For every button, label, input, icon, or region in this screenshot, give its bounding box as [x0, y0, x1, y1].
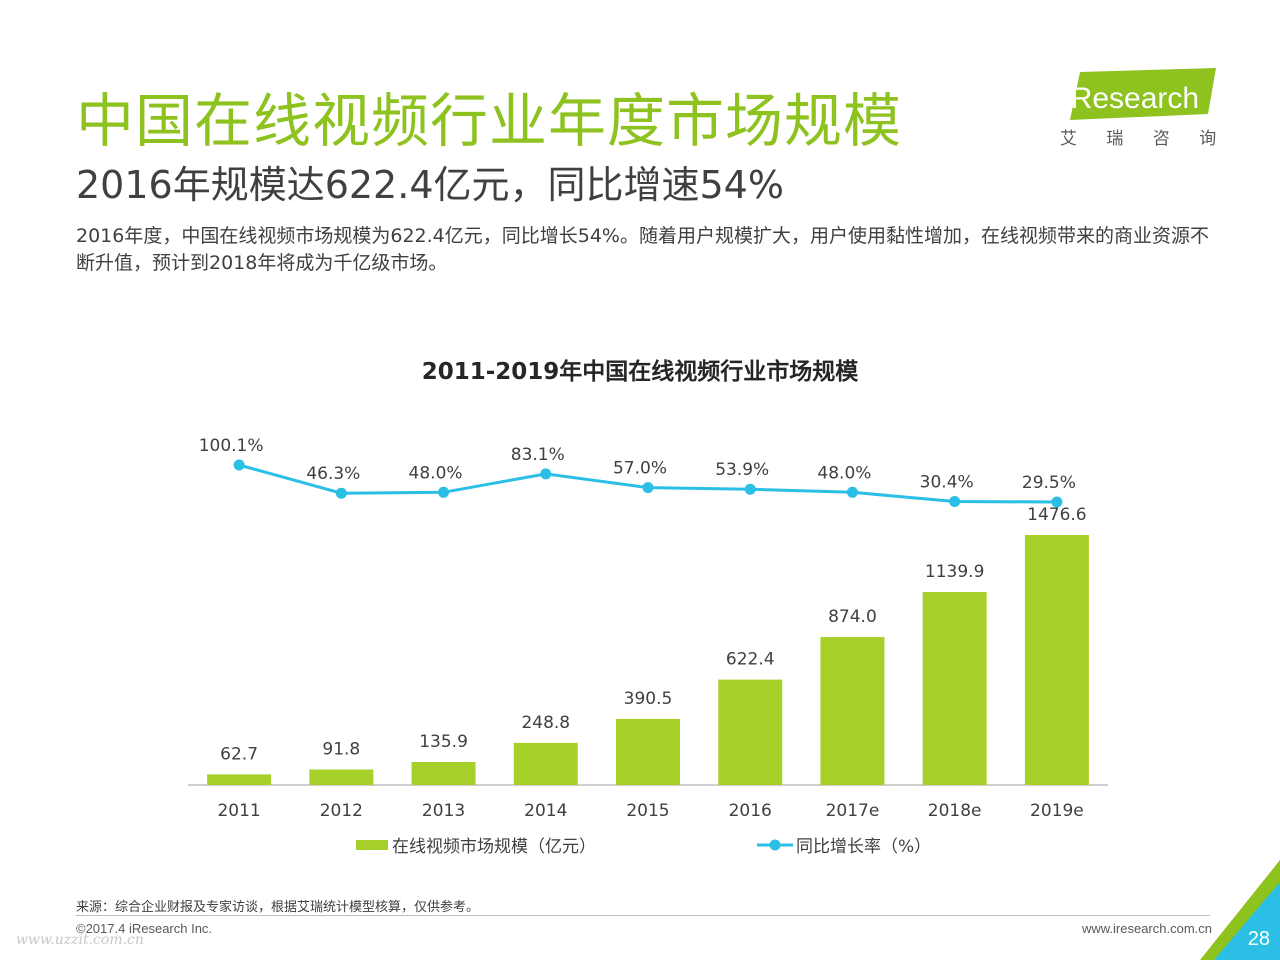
bar-value-label: 1476.6: [1027, 505, 1086, 525]
bar: [718, 679, 783, 785]
bar-value-label: 1139.9: [925, 562, 984, 582]
x-tick-label: 2017e: [826, 801, 880, 821]
footer-url: www.iresearch.com.cn: [1081, 921, 1212, 936]
page-subtitle: 2016年规模达622.4亿元，同比增速54%: [76, 163, 784, 207]
growth-rate-point: [233, 459, 245, 471]
watermark: www.uzzit.com.cn: [16, 932, 144, 948]
bar-value-label: 248.8: [521, 713, 570, 733]
growth-rate-point: [949, 496, 961, 508]
iresearch-logo: iResearch 艾 瑞 咨 询: [1060, 68, 1218, 149]
copyright: ©2017.4 iResearch Inc.: [76, 921, 213, 936]
growth-rate-label: 46.3%: [306, 464, 360, 484]
bar: [820, 637, 885, 785]
growth-rate-point: [335, 487, 347, 499]
bar-value-label: 622.4: [726, 650, 775, 670]
growth-rate-point: [642, 482, 654, 494]
growth-rate-point: [540, 468, 552, 480]
bar: [513, 742, 578, 785]
bar-value-label: 62.7: [220, 744, 258, 764]
x-tick-label: 2012: [320, 801, 363, 821]
bar: [1024, 535, 1089, 785]
growth-rate-label: 100.1%: [199, 436, 264, 456]
bar-value-label: 390.5: [624, 689, 673, 709]
page-description: 2016年度，中国在线视频市场规模为622.4亿元，同比增长54%。随着用户规模…: [76, 225, 1209, 274]
bar: [309, 769, 374, 785]
x-tick-label: 2019e: [1030, 801, 1084, 821]
x-tick-label: 2018e: [928, 801, 982, 821]
growth-rate-label: 30.4%: [920, 473, 974, 493]
growth-rate-label: 53.9%: [715, 460, 769, 480]
legend-line-label: 同比增长率（%）: [796, 837, 931, 857]
x-tick-label: 2016: [729, 801, 772, 821]
page-corner-decoration: [1200, 860, 1280, 960]
page-number: 28: [1247, 928, 1270, 950]
bar: [207, 774, 272, 785]
legend-bar-swatch: [356, 840, 388, 850]
bar-value-label: 135.9: [419, 732, 468, 752]
growth-rate-point: [438, 486, 450, 498]
growth-rate-point: [744, 483, 756, 495]
growth-rate-label: 83.1%: [511, 445, 565, 465]
growth-rate-label: 48.0%: [817, 463, 871, 483]
source-note: 来源：综合企业财报及专家访谈，根据艾瑞统计模型核算，仅供参考。: [76, 900, 480, 915]
growth-rate-label: 57.0%: [613, 459, 667, 479]
growth-rate-label: 48.0%: [409, 463, 463, 483]
x-tick-label: 2011: [217, 801, 260, 821]
bar-value-label: 91.8: [322, 739, 360, 759]
bar: [616, 718, 680, 785]
legend-bar-label: 在线视频市场规模（亿元）: [392, 837, 596, 857]
growth-rate-point: [1051, 496, 1063, 508]
logo-brand-text: iResearch: [1064, 82, 1199, 115]
chart-title: 2011-2019年中国在线视频行业市场规模: [421, 359, 859, 385]
bar: [411, 761, 476, 785]
bar: [922, 592, 987, 785]
growth-rate-point: [846, 486, 858, 498]
logo-cn-text: 艾 瑞 咨 询: [1060, 129, 1218, 149]
x-tick-label: 2013: [422, 801, 465, 821]
chart: 62.7 2011 91.8 2012 135.9 2013 248.8 2014 390.5 2…: [188, 436, 1108, 857]
growth-rate-label: 29.5%: [1022, 473, 1076, 493]
footer-divider: [76, 915, 1210, 916]
x-tick-label: 2015: [626, 801, 669, 821]
x-tick-label: 2014: [524, 801, 567, 821]
legend-line-marker: [769, 839, 781, 851]
page-title: 中国在线视频行业年度市场规模: [76, 87, 903, 155]
bar-value-label: 874.0: [828, 607, 877, 627]
